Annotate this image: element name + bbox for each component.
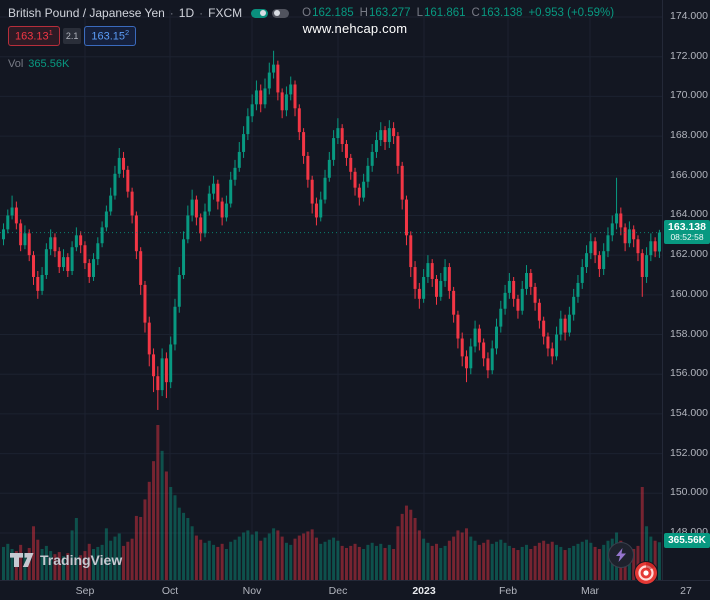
time-axis-label: Sep (75, 585, 95, 597)
price-axis-label: 156.000 (670, 367, 708, 380)
watermark-text: www.nehcap.com (302, 21, 408, 36)
tradingview-logo[interactable]: TradingView (10, 552, 122, 568)
time-axis-label: Nov (242, 585, 262, 597)
last-price-badge: 163.138 08:52:58 (664, 219, 710, 244)
low-label: L (416, 7, 423, 19)
price-axis-label: 160.000 (670, 287, 708, 300)
live-stream-button[interactable] (634, 561, 658, 585)
price-axis-label: 174.000 (670, 10, 708, 22)
high-value: 163.277 (368, 7, 411, 19)
symbol-row: British Pound / Japanese Yen · 1D · FXCM… (8, 6, 614, 20)
change-value: +0.953 (+0.59%) (528, 7, 615, 19)
volume-row: Vol 365.56K (8, 58, 614, 70)
price-axis-label: 154.000 (670, 406, 708, 419)
time-axis-label: 2023 (412, 585, 436, 597)
interval-label[interactable]: 1D (178, 6, 195, 20)
header-toggles (251, 8, 290, 18)
tradingview-mark-icon (10, 552, 34, 567)
price-axis-label: 158.000 (670, 327, 708, 340)
spread-value: 2.1 (62, 27, 82, 44)
bar-countdown: 08:52:58 (670, 231, 704, 242)
volume-value: 365.56K (28, 57, 70, 70)
price-axis-label: 172.000 (670, 49, 708, 62)
last-price-value: 163.138 (668, 220, 706, 233)
time-axis-label: Oct (161, 585, 179, 597)
time-axis-label: 27 (680, 585, 692, 597)
symbol-title[interactable]: British Pound / Japanese Yen (8, 6, 165, 20)
price-axis-label: 166.000 (670, 168, 708, 181)
exchange-label: FXCM (208, 6, 243, 20)
toggle-knob (260, 10, 267, 16)
record-target-icon (635, 562, 657, 584)
close-value: 163.138 (480, 7, 523, 19)
boost-button[interactable] (608, 542, 634, 568)
toggle-on[interactable] (251, 8, 269, 18)
ohlc-values: O 162.185 H 163.277 L 161.861 C 163.138 +0.9… (302, 7, 614, 19)
price-axis-label: 152.000 (670, 446, 708, 459)
price-axis-label: 164.000 (670, 208, 708, 221)
tradingview-wordmark: TradingView (40, 552, 123, 568)
close-label: C (471, 7, 480, 19)
lightning-bolt-icon (616, 548, 626, 562)
trade-buttons-row: 163.131 2.1 163.152 (8, 26, 614, 46)
volume-label: Vol (8, 57, 24, 70)
chart-header: British Pound / Japanese Yen · 1D · FXCM… (8, 6, 614, 70)
time-axis-label: Feb (498, 585, 518, 597)
low-value: 161.861 (423, 7, 466, 19)
price-axis-label: 150.000 (670, 486, 708, 499)
price-axis[interactable]: 148.000 150.000 152.000 154.000 156.000 158.0… (662, 0, 710, 580)
sell-button[interactable]: 163.131 (8, 26, 60, 46)
separator: · (169, 6, 174, 20)
time-axis-label: Mar (580, 585, 600, 597)
toggle-off[interactable] (272, 8, 290, 18)
toggle-knob (274, 10, 281, 16)
time-axis[interactable]: Sep Oct Nov Dec 2023 Feb Mar 27 (0, 580, 710, 600)
time-axis-label: Dec (328, 585, 348, 597)
separator: · (199, 6, 204, 20)
price-axis-label: 162.000 (670, 248, 708, 261)
open-label: O (302, 7, 312, 19)
last-volume-badge: 365.56K (664, 533, 710, 549)
price-axis-label: 170.000 (670, 89, 708, 102)
open-value: 162.185 (312, 7, 354, 19)
high-label: H (359, 7, 368, 19)
price-axis-label: 168.000 (670, 129, 708, 142)
buy-button[interactable]: 163.152 (84, 26, 137, 46)
